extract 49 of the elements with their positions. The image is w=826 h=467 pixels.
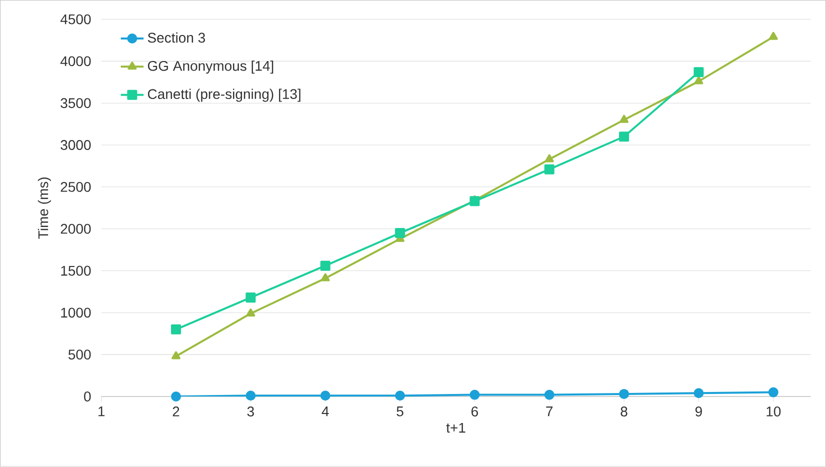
point — [619, 389, 630, 400]
point — [694, 388, 704, 398]
point — [620, 114, 628, 123]
y-tick-label: 1500 — [61, 266, 91, 276]
point — [246, 308, 256, 317]
point — [470, 390, 480, 400]
point — [694, 76, 704, 84]
point — [246, 390, 256, 401]
x-axis-title: t+1 — [446, 423, 466, 433]
point — [320, 260, 330, 271]
legend-label: Section 3 — [148, 32, 206, 43]
point — [619, 132, 630, 142]
legend-label: Canetti (pre-signing) [13] — [148, 88, 300, 102]
x-tick-label: 8 — [620, 406, 628, 417]
point — [544, 390, 554, 400]
point — [544, 164, 554, 174]
y-tick-label: 4000 — [60, 56, 91, 66]
point — [172, 351, 180, 360]
x-tick-label: 4 — [322, 406, 329, 416]
x-tick-label: 2 — [172, 406, 180, 416]
x-tick-label: 5 — [396, 406, 404, 416]
y-tick-label: 3500 — [60, 98, 91, 108]
y-tick-label: 3000 — [60, 140, 91, 150]
y-axis-title: Time (ms) — [38, 178, 51, 239]
x-tick-label: 9 — [695, 406, 702, 417]
point — [395, 390, 406, 401]
y-tick-label: 2500 — [60, 182, 91, 192]
y-tick-label: 1000 — [61, 308, 91, 318]
point — [694, 67, 704, 78]
point — [246, 292, 256, 303]
point — [171, 324, 181, 335]
point — [768, 387, 778, 398]
y-tick-label: 4500 — [60, 14, 91, 24]
y-tick-label: 0 — [84, 392, 91, 402]
x-tick-label: 1 — [98, 406, 105, 416]
point — [470, 196, 480, 206]
point — [395, 228, 406, 238]
y-tick-label: 500 — [68, 350, 91, 360]
y-tick-label: 2000 — [60, 224, 91, 234]
point — [171, 392, 181, 402]
legend-label: GG Anonymous [14] — [148, 60, 274, 74]
x-tick-label: 10 — [766, 406, 781, 417]
x-tick-label: 7 — [546, 406, 553, 416]
point — [320, 390, 330, 401]
x-tick-label: 3 — [247, 406, 254, 417]
point — [544, 154, 554, 162]
point — [768, 32, 778, 40]
x-tick-label: 6 — [472, 406, 478, 417]
point — [320, 273, 330, 282]
